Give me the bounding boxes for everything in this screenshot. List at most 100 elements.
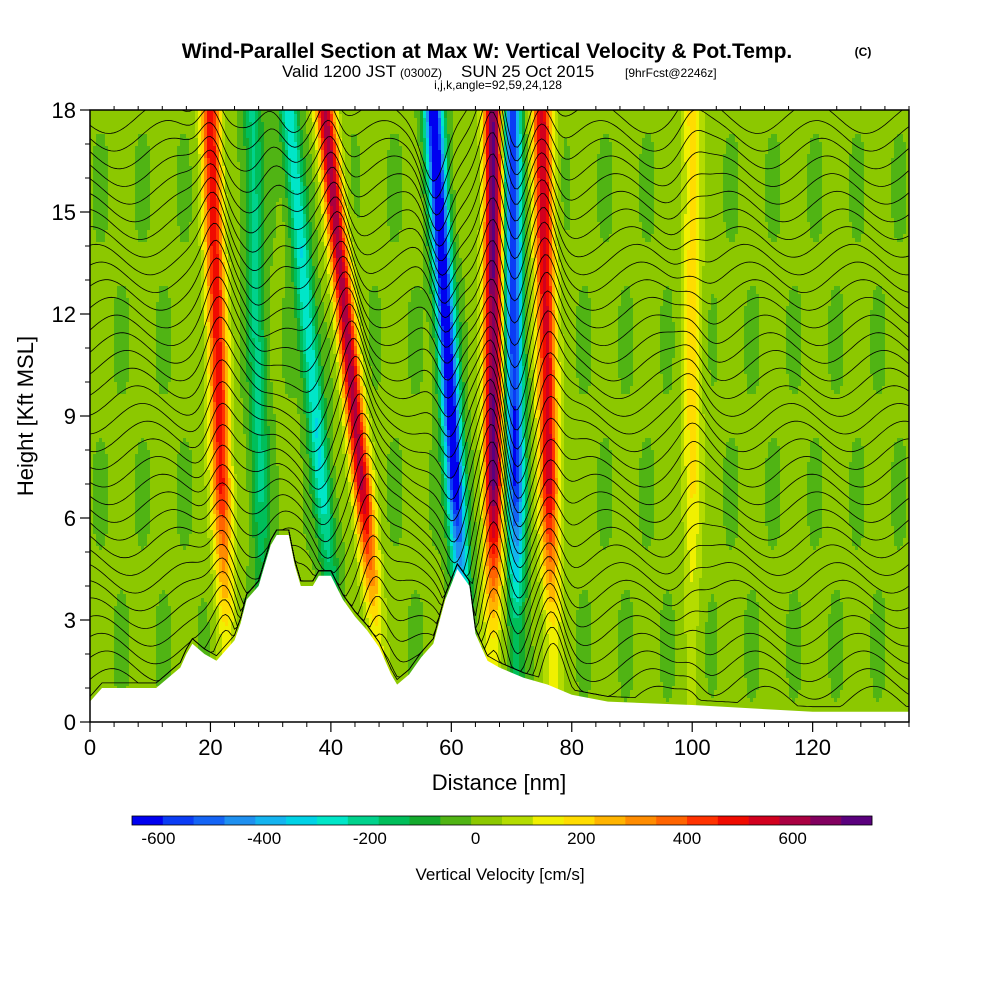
velocity-cell	[411, 114, 415, 119]
velocity-cell	[366, 138, 370, 143]
velocity-cell	[225, 174, 229, 179]
velocity-cell	[279, 154, 283, 159]
velocity-cell	[300, 182, 304, 187]
velocity-cell	[894, 170, 898, 175]
velocity-cell	[171, 178, 175, 183]
velocity-cell	[801, 154, 805, 159]
velocity-cell	[240, 130, 244, 135]
velocity-cell	[357, 162, 361, 167]
velocity-cell	[102, 114, 106, 119]
velocity-cell	[270, 126, 274, 131]
velocity-cell	[639, 126, 643, 131]
velocity-cell	[165, 166, 169, 171]
velocity-cell	[462, 142, 466, 147]
velocity-cell	[516, 126, 520, 131]
velocity-cell	[207, 182, 211, 187]
velocity-cell	[567, 118, 571, 123]
velocity-cell	[150, 182, 154, 187]
velocity-cell	[120, 138, 124, 143]
velocity-cell	[858, 114, 862, 119]
velocity-cell	[306, 122, 310, 127]
velocity-cell	[681, 114, 685, 119]
velocity-cell	[726, 134, 730, 139]
velocity-cell	[693, 162, 697, 167]
velocity-cell	[645, 122, 649, 127]
velocity-cell	[660, 142, 664, 147]
velocity-cell	[357, 178, 361, 183]
velocity-cell	[225, 158, 229, 163]
velocity-cell	[201, 158, 205, 163]
velocity-cell	[297, 138, 301, 143]
subtitle-grid-indices: i,j,k,angle=92,59,24,128	[434, 78, 562, 92]
velocity-cell	[198, 138, 202, 143]
velocity-cell	[753, 122, 757, 127]
velocity-cell	[177, 146, 181, 151]
velocity-cell	[129, 126, 133, 131]
velocity-cell	[228, 182, 232, 187]
velocity-cell	[738, 170, 742, 175]
velocity-cell	[207, 142, 211, 147]
velocity-cell	[354, 130, 358, 135]
velocity-cell	[864, 154, 868, 159]
velocity-cell	[657, 174, 661, 179]
velocity-cell	[345, 142, 349, 147]
velocity-cell	[483, 174, 487, 179]
velocity-cell	[759, 174, 763, 179]
velocity-cell	[579, 162, 583, 167]
velocity-cell	[789, 118, 793, 123]
velocity-cell	[252, 134, 256, 139]
velocity-cell	[285, 182, 289, 187]
velocity-cell	[399, 118, 403, 123]
velocity-cell	[267, 134, 271, 139]
velocity-cell	[351, 142, 355, 147]
velocity-cell	[666, 118, 670, 123]
velocity-cell	[165, 162, 169, 167]
velocity-cell	[636, 178, 640, 183]
velocity-cell	[369, 126, 373, 131]
velocity-cell	[861, 150, 865, 155]
velocity-cell	[324, 166, 328, 171]
velocity-cell	[639, 150, 643, 155]
velocity-cell	[705, 146, 709, 151]
velocity-cell	[513, 134, 517, 139]
velocity-cell	[462, 170, 466, 175]
velocity-cell	[441, 134, 445, 139]
velocity-cell	[612, 114, 616, 119]
velocity-cell	[816, 142, 820, 147]
velocity-cell	[771, 170, 775, 175]
velocity-cell	[846, 174, 850, 179]
velocity-cell	[897, 166, 901, 171]
velocity-cell	[705, 154, 709, 159]
velocity-cell	[450, 166, 454, 171]
velocity-cell	[582, 134, 586, 139]
velocity-cell	[858, 150, 862, 155]
velocity-cell	[792, 146, 796, 151]
velocity-cell	[342, 122, 346, 127]
velocity-cell	[726, 174, 730, 179]
velocity-cell	[858, 122, 862, 127]
velocity-cell	[777, 178, 781, 183]
velocity-cell	[375, 174, 379, 179]
velocity-cell	[324, 126, 328, 131]
velocity-cell	[306, 162, 310, 167]
velocity-cell	[540, 170, 544, 175]
velocity-cell	[843, 114, 847, 119]
velocity-cell	[258, 154, 262, 159]
velocity-cell	[657, 118, 661, 123]
velocity-cell	[510, 174, 514, 179]
velocity-cell	[249, 114, 253, 119]
velocity-cell	[240, 178, 244, 183]
velocity-cell	[669, 166, 673, 171]
velocity-cell	[519, 118, 523, 123]
velocity-cell	[168, 146, 172, 151]
velocity-cell	[576, 118, 580, 123]
velocity-cell	[555, 122, 559, 127]
velocity-cell	[183, 134, 187, 139]
velocity-cell	[573, 150, 577, 155]
velocity-cell	[612, 162, 616, 167]
velocity-cell	[315, 146, 319, 151]
velocity-cell	[462, 166, 466, 171]
velocity-cell	[894, 142, 898, 147]
velocity-cell	[423, 126, 427, 131]
velocity-cell	[330, 126, 334, 131]
